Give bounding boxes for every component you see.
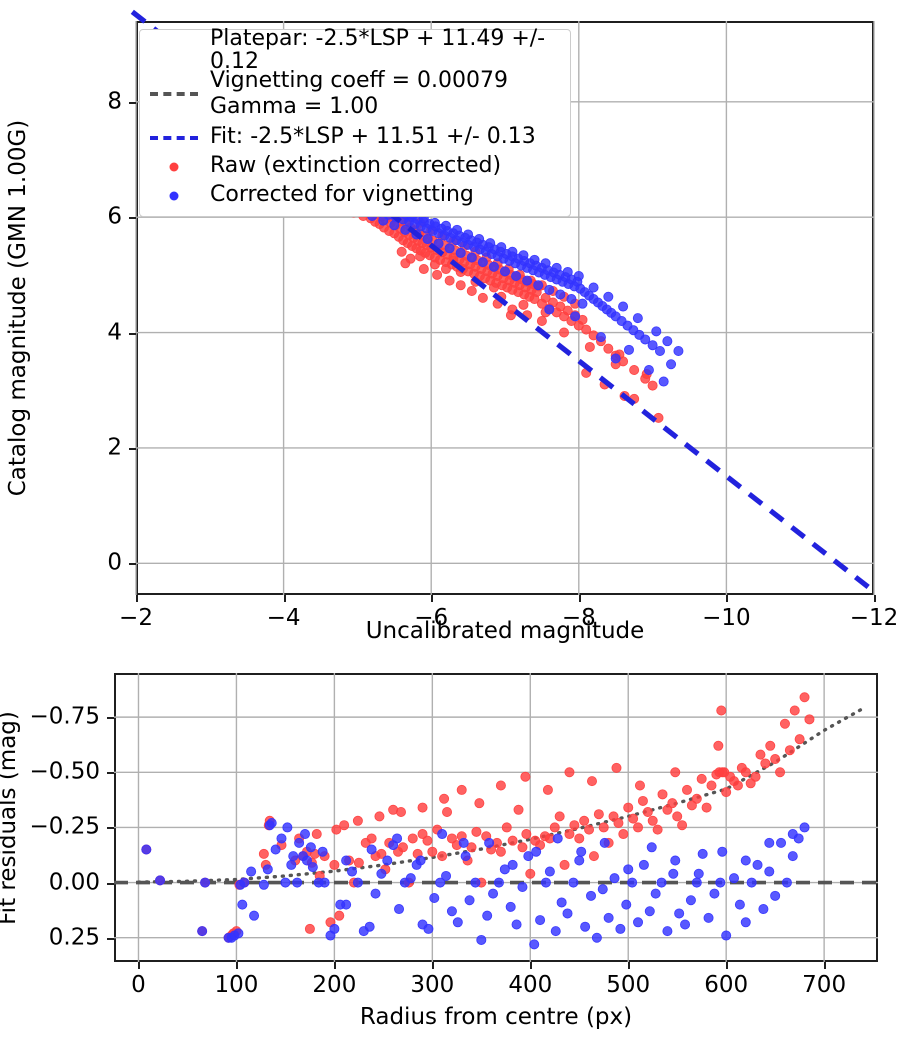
legend-vignetting-label: Vignetting coeff = 0.00079 Gamma = 1.00 <box>210 68 509 119</box>
y-axis-tick-label: 8 <box>107 88 122 115</box>
x-axis-tick <box>432 962 435 969</box>
x-axis-tick <box>138 962 141 969</box>
x-axis-tick <box>726 962 729 969</box>
x-axis-tick-label: −10 <box>702 605 751 631</box>
x-axis-tick-label: −4 <box>266 605 301 631</box>
scatter-series <box>356 197 684 387</box>
y-axis-tick-label: 0.25 <box>48 924 100 951</box>
dashed-line-icon <box>148 124 200 152</box>
y-axis-tick-label: 0 <box>107 549 122 576</box>
legend-raw[interactable]: Raw (extinction corrected) <box>148 152 560 181</box>
x-axis-tick-label: 400 <box>508 972 553 998</box>
x-axis-tick-label: −12 <box>849 605 899 631</box>
x-axis-tick-label: 700 <box>802 972 847 998</box>
x-axis-tick <box>236 962 239 969</box>
y-axis-tick <box>107 717 114 720</box>
y-axis-tick <box>129 563 136 566</box>
dashed-line-glyph <box>150 92 198 96</box>
y-axis-title: Catalog magnitude (GMN 1.00G) <box>5 119 31 497</box>
x-axis-tick <box>283 595 286 602</box>
x-axis-tick-label: −8 <box>561 605 596 631</box>
x-axis-title: Radius from centre (px) <box>359 1004 633 1030</box>
x-axis-tick <box>530 962 533 969</box>
marker-dot-glyph <box>169 162 179 171</box>
y-axis-tick <box>107 882 114 885</box>
x-axis-title: Uncalibrated magnitude <box>365 618 645 644</box>
legend-raw-label: Raw (extinction corrected) <box>210 153 502 179</box>
x-axis-tick-label: −6 <box>414 605 449 631</box>
y-axis-tick-label: 4 <box>107 319 122 346</box>
empty-handle <box>148 37 200 65</box>
fit-residuals-plot <box>114 673 878 962</box>
legend-fit-label: Fit: -2.5*LSP + 11.51 +/- 0.13 <box>210 124 536 150</box>
x-axis-tick <box>136 595 138 602</box>
legend-corrected[interactable]: Corrected for vignetting <box>148 181 560 210</box>
scatter-series <box>141 692 815 943</box>
x-axis-tick-label: 200 <box>312 972 357 998</box>
scatter-series <box>141 818 810 950</box>
x-axis-tick <box>726 595 729 602</box>
top-plot-canvas <box>130 9 876 595</box>
legend-fit[interactable]: Fit: -2.5*LSP + 11.51 +/- 0.13 <box>148 123 560 152</box>
y-axis-tick <box>107 772 114 775</box>
dashed-line-icon <box>148 80 200 108</box>
legend-vignetting[interactable]: Vignetting coeff = 0.00079 Gamma = 1.00 <box>148 65 560 123</box>
x-axis-tick <box>431 595 434 602</box>
y-axis-tick-label: 2 <box>107 434 122 461</box>
y-axis-tick-label: −0.50 <box>29 758 100 785</box>
y-axis-tick-label: 0.00 <box>48 869 100 896</box>
x-axis-tick <box>628 962 631 969</box>
bottom-plot-canvas <box>114 673 878 962</box>
x-axis-tick <box>824 962 827 969</box>
y-axis-tick-label: −0.25 <box>29 813 100 840</box>
dashed-line-glyph <box>150 135 198 140</box>
y-axis-tick <box>129 447 136 450</box>
x-axis-tick-label: −2 <box>119 605 153 631</box>
plot-legend: Platepar: -2.5*LSP + 11.49 +/- 0.12 Vigne… <box>139 27 571 217</box>
legend-platepar-label: Platepar: -2.5*LSP + 11.49 +/- 0.12 <box>210 25 546 74</box>
legend-corrected-label: Corrected for vignetting <box>210 182 474 208</box>
marker-dot-icon <box>148 182 200 210</box>
x-axis-tick-label: 0 <box>131 972 146 998</box>
y-axis-tick-label: −0.75 <box>29 703 100 730</box>
y-axis-title: Fit residuals (mag) <box>0 710 21 925</box>
x-axis-tick <box>334 962 337 969</box>
y-axis-tick <box>107 937 114 940</box>
y-axis-tick <box>107 827 114 830</box>
x-axis-tick-label: 300 <box>410 972 455 998</box>
y-axis-tick-label: 6 <box>107 203 122 230</box>
y-axis-tick <box>129 101 136 104</box>
x-axis-tick <box>578 595 581 602</box>
marker-dot-icon <box>148 153 200 181</box>
x-axis-tick <box>874 595 876 602</box>
x-axis-tick-label: 600 <box>704 972 749 998</box>
x-axis-tick-label: 500 <box>606 972 651 998</box>
marker-dot-glyph <box>169 191 179 200</box>
legend-platepar[interactable]: Platepar: -2.5*LSP + 11.49 +/- 0.12 <box>148 27 560 72</box>
x-axis-tick-label: 100 <box>214 972 259 998</box>
y-axis-tick <box>129 332 136 335</box>
bottom-plot-frame <box>114 673 878 962</box>
y-axis-tick <box>129 217 136 220</box>
